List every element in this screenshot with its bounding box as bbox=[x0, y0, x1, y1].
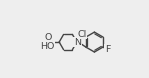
Text: O: O bbox=[44, 33, 52, 42]
Text: Cl: Cl bbox=[77, 30, 86, 39]
Text: F: F bbox=[105, 45, 110, 54]
Text: HO: HO bbox=[40, 42, 54, 51]
Text: N: N bbox=[74, 38, 81, 47]
